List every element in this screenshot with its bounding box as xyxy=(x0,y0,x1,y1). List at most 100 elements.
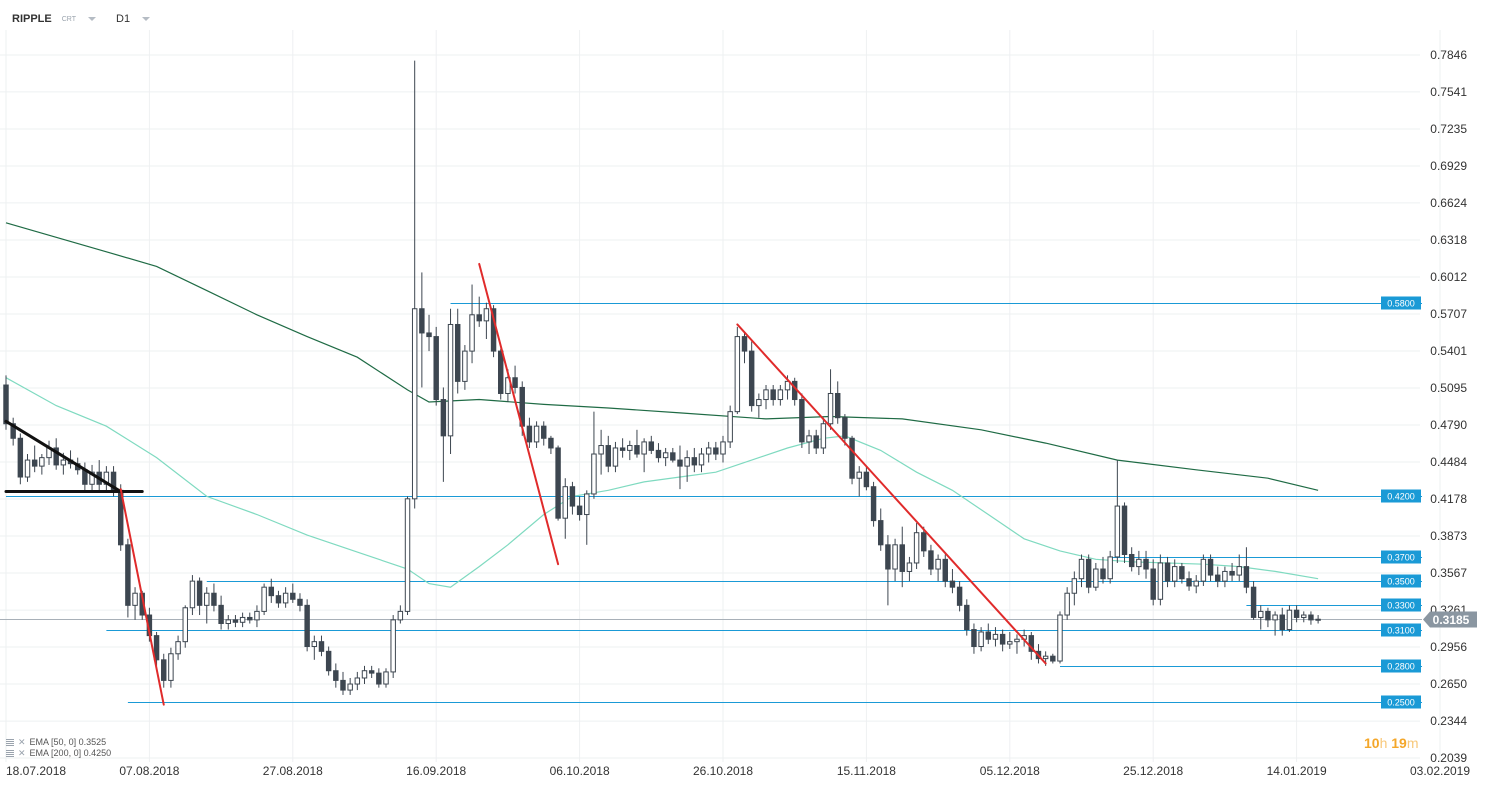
candle-bear xyxy=(1164,562,1171,582)
candle-bull xyxy=(906,562,913,572)
candle-bull xyxy=(992,633,999,640)
candle-bear xyxy=(476,314,482,322)
candle-bear xyxy=(863,471,870,488)
candle-bull xyxy=(483,308,490,322)
candle-bear xyxy=(1229,570,1235,576)
candle-bull xyxy=(60,459,67,466)
y-tick-label: 0.7541 xyxy=(1430,85,1467,99)
candle-bull xyxy=(1007,641,1013,645)
y-tick-label: 0.4790 xyxy=(1430,418,1467,432)
x-tick-label: 26.10.2018 xyxy=(693,764,753,778)
candle-bear xyxy=(899,544,905,572)
ema-line xyxy=(5,222,1319,491)
trend-line xyxy=(736,323,1047,665)
candle-bull xyxy=(347,683,353,691)
trend-line xyxy=(119,488,165,706)
candle-bull xyxy=(361,670,368,679)
remove-indicator-icon[interactable]: ✕ xyxy=(18,737,26,747)
candle-bear xyxy=(454,323,461,382)
level-tag-label: 0.2800 xyxy=(1387,662,1415,672)
candle-bear xyxy=(1128,553,1135,568)
candle-bull xyxy=(705,447,712,455)
candle-bull xyxy=(1222,570,1228,582)
candle-bear xyxy=(153,635,160,661)
candle-bear xyxy=(1050,655,1056,662)
level-tag-label: 0.2500 xyxy=(1387,698,1415,708)
candle-bull xyxy=(756,399,762,407)
timeframe-dropdown-icon[interactable] xyxy=(142,17,151,21)
candle-bear xyxy=(548,437,554,449)
countdown-minutes: 19 xyxy=(1391,735,1407,751)
chart-type-label[interactable]: CRT xyxy=(61,15,76,23)
current-price-badge: 0.3185 xyxy=(1423,611,1477,628)
candle-bear xyxy=(218,604,224,625)
candle-bull xyxy=(935,558,941,570)
candle-bull xyxy=(254,610,260,621)
level-tag xyxy=(1381,623,1421,637)
candle-bull xyxy=(390,619,396,673)
candle-bear xyxy=(956,586,963,606)
candle-bull xyxy=(261,586,267,612)
candle-bull xyxy=(225,619,231,625)
remove-indicator-icon[interactable]: ✕ xyxy=(18,748,26,758)
candle-bear xyxy=(691,457,698,466)
timeframe-label[interactable]: D1 xyxy=(116,13,131,25)
candle-bear xyxy=(333,670,339,681)
y-tick-label: 0.6318 xyxy=(1430,233,1467,247)
symbol-label[interactable]: RIPPLE xyxy=(12,13,52,25)
chart-type-dropdown-icon[interactable] xyxy=(88,17,96,21)
candle-bull xyxy=(168,653,174,681)
candle-bear xyxy=(576,505,583,516)
candle-bull xyxy=(204,592,210,606)
countdown-minutes-unit: m xyxy=(1406,735,1419,751)
level-tag xyxy=(1381,489,1421,503)
countdown-hours: 10 xyxy=(1364,735,1380,751)
y-tick-label: 0.3873 xyxy=(1430,529,1467,543)
candle-bull xyxy=(720,441,726,455)
y-tick-label: 0.5707 xyxy=(1430,307,1467,321)
candle-bull xyxy=(978,631,984,648)
candle-bear xyxy=(526,425,533,443)
ema-lines xyxy=(5,222,1319,588)
candle-bear xyxy=(885,544,891,570)
indicator-settings-icon[interactable] xyxy=(6,750,14,757)
indicator-settings-icon[interactable] xyxy=(6,739,14,746)
candle-bear xyxy=(1179,566,1185,580)
candle-bull xyxy=(734,336,741,413)
legend-ema200-text: EMA [200, 0] 0.4250 xyxy=(29,748,112,758)
candle-bull xyxy=(1200,558,1207,582)
candle-bull xyxy=(1193,580,1199,587)
level-tag-label: 0.3500 xyxy=(1387,577,1415,587)
x-tick-label: 25.12.2018 xyxy=(1123,764,1183,778)
candle-bull xyxy=(182,607,188,643)
candle-bear xyxy=(1100,568,1106,580)
candle-bull xyxy=(1157,562,1164,600)
chart-grid xyxy=(0,30,1441,762)
candle-bull xyxy=(505,377,511,394)
y-tick-label: 0.4484 xyxy=(1430,455,1467,469)
candle-bear xyxy=(655,449,662,459)
candle-bull xyxy=(533,425,540,443)
y-axis: 0.7846 0.7541 0.7235 0.6929 0.6624 0.6318 0.60… xyxy=(1430,48,1467,765)
candle-bear xyxy=(985,631,992,640)
candle-bear xyxy=(368,670,375,674)
candle-bear xyxy=(770,389,776,401)
x-tick-label: 15.11.2018 xyxy=(837,764,896,778)
price-badge-shape xyxy=(1423,611,1477,628)
candle-bull xyxy=(641,441,647,455)
candle-bear xyxy=(605,445,612,467)
candle-bear xyxy=(433,336,439,401)
candle-bull xyxy=(383,671,389,685)
level-tag xyxy=(1381,659,1421,673)
candle-bear xyxy=(268,586,275,597)
chart-header: RIPPLE CRT D1 xyxy=(12,10,151,28)
trend-line xyxy=(4,419,123,494)
x-tick-label: 05.12.2018 xyxy=(980,764,1040,778)
y-tick-label: 0.6012 xyxy=(1430,270,1467,284)
candle-bull xyxy=(1301,614,1307,618)
legend-ema50: ✕ EMA [50, 0] 0.3525 xyxy=(6,737,111,748)
candle-bull xyxy=(354,677,361,685)
level-tag xyxy=(1381,550,1421,564)
candle-bear xyxy=(748,350,755,407)
